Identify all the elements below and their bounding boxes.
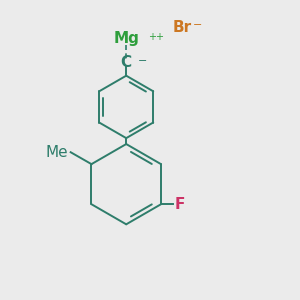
Text: F: F [174, 197, 185, 212]
Text: Me: Me [46, 145, 68, 160]
Text: C: C [121, 55, 132, 70]
Text: −: − [137, 56, 147, 66]
Text: ++: ++ [148, 32, 164, 42]
Text: Br: Br [172, 20, 191, 35]
Text: Mg: Mg [113, 31, 139, 46]
Text: −: − [193, 20, 202, 30]
